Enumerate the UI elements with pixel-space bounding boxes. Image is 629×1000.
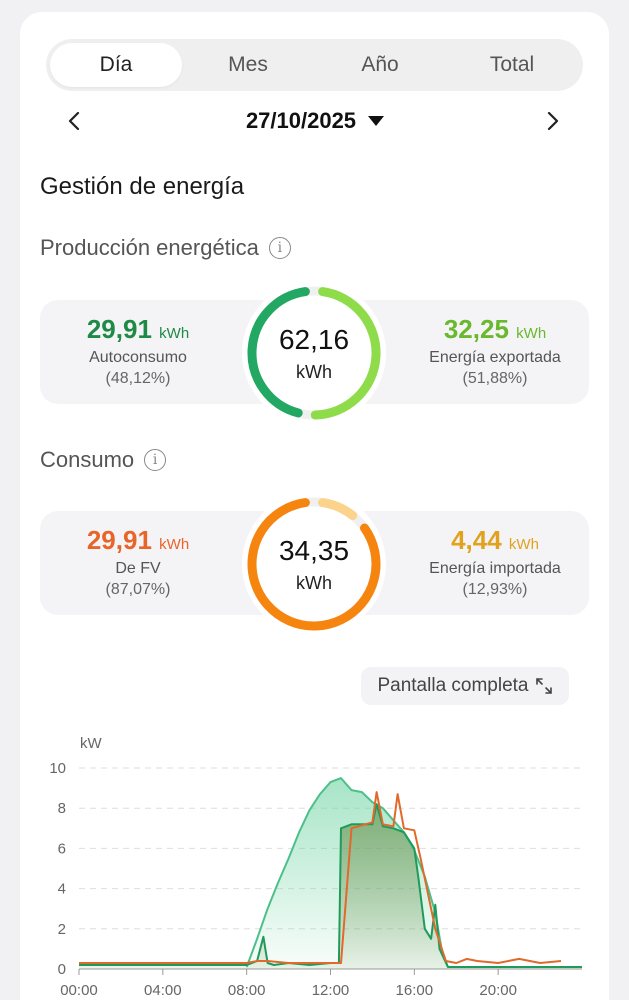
exported-energy-value: 32,25 [443,314,509,344]
consumption-title: Consumo [40,447,135,472]
selected-date: 27/10/2025 [245,108,357,133]
expand-icon [535,678,552,694]
from-pv-value: 29,91 [86,525,152,555]
section-title: Gestión de energía [40,173,245,200]
fullscreen-label: Pantalla completa [377,675,529,696]
chevron-right-icon [547,111,559,131]
x-tick-label: 08:00 [228,982,266,999]
y-axis-label: kW [80,735,103,752]
from-pv-percent: (87,07%) [105,581,171,598]
self-consumption-stat: 29,91 kWh Autoconsumo (48,12%) [48,314,228,388]
chevron-left-icon [68,111,80,131]
imported-energy-value-line: 4,44 kWh [410,525,580,556]
imported-energy-label: Energía importada [429,560,561,577]
self-consumption-value-line: 29,91 kWh [48,314,228,345]
self-consumption-arc [247,287,310,418]
x-tick-label: 20:00 [479,982,517,999]
exported-energy-stat: 32,25 kWh Energía exportada (51,88%) [410,314,580,388]
date-picker[interactable]: 27/10/2025 [200,100,430,142]
y-tick-label: 0 [58,961,66,978]
caret-down-icon [368,116,385,126]
y-tick-label: 6 [58,840,66,857]
x-tick-label: 16:00 [396,982,434,999]
from-pv-value-line: 29,91 kWh [48,525,228,556]
consumption-total: 34,35 kWh [241,491,387,637]
production-total: 62,16 kWh [241,280,387,426]
load-consumption-series [79,791,562,964]
production-ring [242,281,386,425]
tab-month[interactable]: Mes [228,53,268,76]
period-tabs: Día Mes Año Total [46,39,583,91]
x-tick-label: 12:00 [312,982,350,999]
imported-energy-arc [318,498,358,521]
self-consumption-label: Autoconsumo [89,349,187,366]
x-tick-label: 00:00 [60,982,98,999]
from-pv-unit: kWh [159,536,190,553]
exported-energy-percent: (51,88%) [462,370,528,387]
tab-total[interactable]: Total [489,53,535,76]
consumption-heading: Consumo i [40,447,167,473]
consumption-total-value: 34,35 [278,534,350,566]
imported-energy-value: 4,44 [451,525,502,555]
power-chart: kW 0 2 4 6 8 10 00:00 04:00 08:00 12:00 16:00 20:00 [49,735,582,999]
info-icon[interactable]: i [268,237,291,259]
y-tick-label: 2 [58,921,66,938]
production-total-unit: kWh [296,361,332,382]
previous-day-button[interactable] [54,100,94,142]
self-consumption-unit: kWh [159,325,190,342]
y-tick-label: 4 [58,881,66,898]
y-tick-label: 8 [58,800,66,817]
next-day-button[interactable] [533,100,573,142]
production-donut: 62,16 kWh [241,280,387,426]
pv-production-series [245,777,449,968]
fullscreen-button[interactable]: Pantalla completa [361,667,569,705]
exported-energy-value-line: 32,25 kWh [410,314,580,345]
consumption-ring [242,492,386,636]
exported-energy-arc [310,287,381,420]
production-title: Producción energética [40,235,259,260]
self-consumption-percent: (48,12%) [105,370,171,387]
tab-year[interactable]: Año [361,53,399,76]
consumption-donut: 34,35 kWh [241,491,387,637]
info-icon[interactable]: i [144,449,167,471]
exported-energy-unit: kWh [516,325,547,342]
from-pv-label: De FV [115,560,161,577]
from-pv-stat: 29,91 kWh De FV (87,07%) [48,525,228,599]
self-consumption-series [79,803,582,968]
production-heading: Producción energética i [40,235,291,261]
tab-day[interactable]: Día [50,43,182,87]
from-pv-arc [247,498,381,631]
date-navigator: 27/10/2025 [40,100,589,142]
consumption-total-unit: kWh [296,572,332,593]
production-total-value: 62,16 [278,323,350,355]
x-tick-label: 04:00 [144,982,182,999]
imported-energy-stat: 4,44 kWh Energía importada (12,93%) [410,525,580,599]
imported-energy-percent: (12,93%) [462,581,528,598]
imported-energy-unit: kWh [508,536,539,553]
exported-energy-label: Energía exportada [429,349,561,366]
y-tick-label: 10 [49,760,66,777]
self-consumption-value: 29,91 [86,314,152,344]
